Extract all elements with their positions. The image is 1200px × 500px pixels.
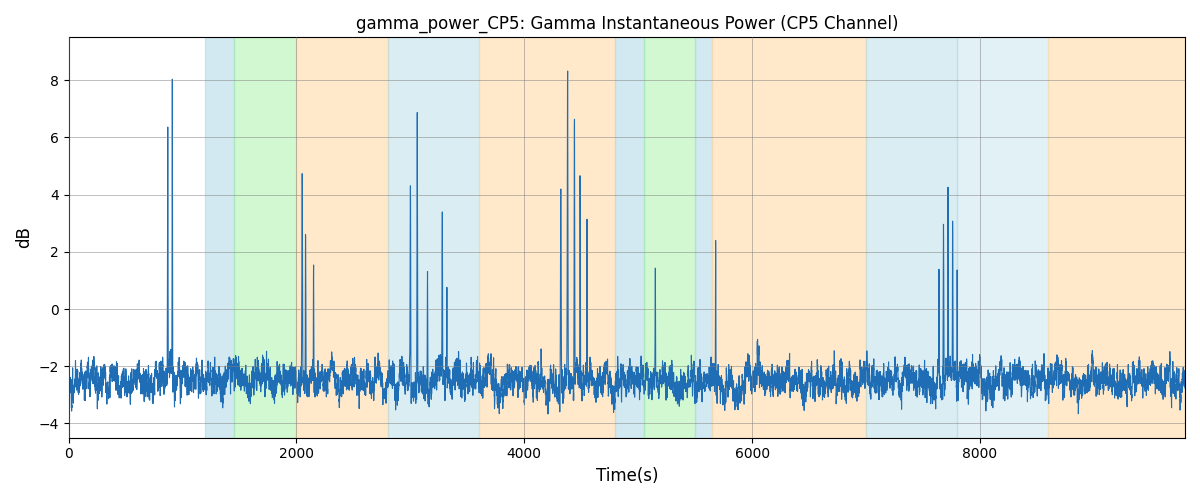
Bar xyxy=(388,38,479,438)
Bar xyxy=(695,38,713,438)
Bar xyxy=(234,38,296,438)
X-axis label: Time(s): Time(s) xyxy=(595,467,658,485)
Bar xyxy=(644,38,695,438)
Bar xyxy=(616,38,644,438)
Bar xyxy=(958,38,1049,438)
Bar xyxy=(1049,38,1186,438)
Y-axis label: dB: dB xyxy=(16,226,34,248)
Bar xyxy=(866,38,958,438)
Bar xyxy=(713,38,866,438)
Title: gamma_power_CP5: Gamma Instantaneous Power (CP5 Channel): gamma_power_CP5: Gamma Instantaneous Pow… xyxy=(355,15,898,34)
Bar xyxy=(479,38,616,438)
Bar xyxy=(205,38,234,438)
Bar xyxy=(296,38,388,438)
